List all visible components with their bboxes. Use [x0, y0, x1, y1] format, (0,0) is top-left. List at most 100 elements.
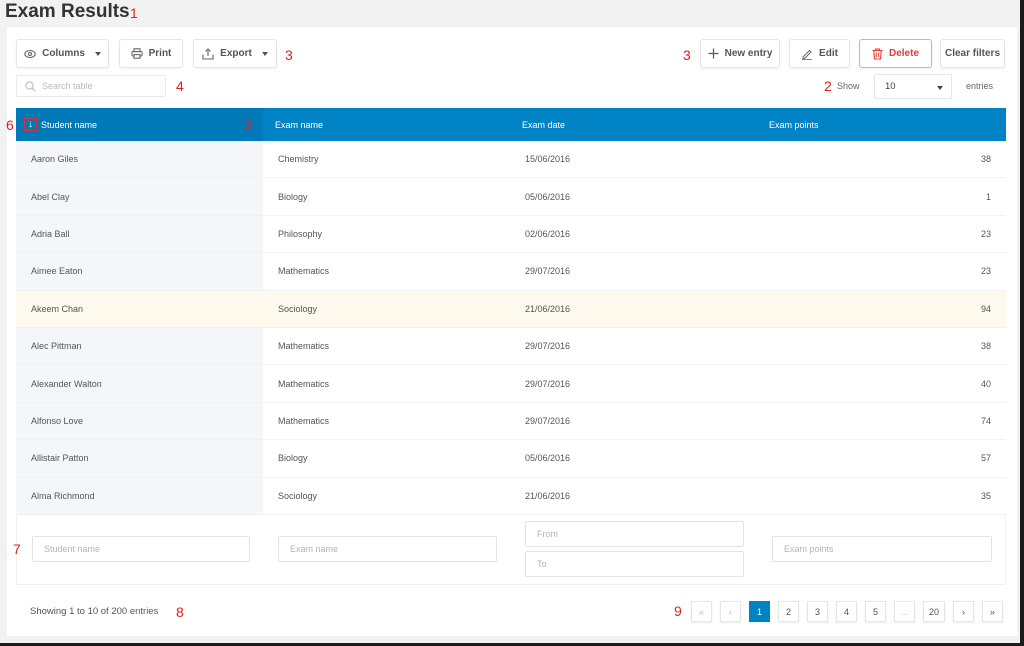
- next-page-button[interactable]: ›: [953, 601, 974, 622]
- cell-student-name: Adria Ball: [16, 215, 263, 253]
- table-row[interactable]: Alma Richmond Sociology 21/06/2016 35: [16, 477, 1006, 515]
- print-button[interactable]: Print: [119, 39, 183, 68]
- column-header-student-name[interactable]: ↓ Student name 5: [16, 108, 263, 141]
- cell-student-name: Aimee Eaton: [16, 253, 263, 290]
- cell-exam-name: Biology: [278, 191, 308, 202]
- page-title: Exam Results: [5, 1, 130, 22]
- cell-exam-name: Mathematics: [278, 266, 330, 277]
- cell-student-name: Alfonso Love: [16, 402, 263, 440]
- cell-student-name: Alexander Walton: [16, 365, 263, 402]
- clear-filters-button[interactable]: Clear filters: [940, 39, 1005, 68]
- search-box[interactable]: [16, 75, 166, 97]
- first-page-button[interactable]: «: [691, 601, 712, 622]
- search-input[interactable]: [42, 81, 152, 91]
- table-row[interactable]: Aimee Eaton Mathematics 29/07/2016 23: [16, 253, 1006, 291]
- annotation-label: 7: [13, 540, 21, 557]
- cell-exam-name: Sociology: [278, 490, 318, 501]
- export-icon: [202, 47, 214, 60]
- table-row[interactable]: Adria Ball Philosophy 02/06/2016 23: [16, 215, 1006, 254]
- table-row[interactable]: Alfonso Love Mathematics 29/07/2016 74: [16, 402, 1006, 441]
- page-size-select[interactable]: 10: [874, 74, 952, 99]
- pagination: « ‹ 1 2 3 4 5 ... 20 › »: [691, 601, 1003, 622]
- annotation-label: 3: [285, 47, 293, 63]
- column-header-exam-points[interactable]: Exam points: [757, 108, 1006, 141]
- exam-date-to-input[interactable]: [525, 550, 744, 577]
- cell-exam-name: Sociology: [263, 290, 510, 327]
- annotation-label: 5: [244, 116, 252, 132]
- chevron-down-icon: [261, 51, 268, 56]
- column-header-exam-name[interactable]: Exam name: [263, 108, 510, 141]
- last-page-button[interactable]: »: [982, 601, 1003, 622]
- column-header-label: Student name: [41, 119, 98, 130]
- cell-exam-name: Chemistry: [278, 154, 319, 165]
- annotation-label: 2: [824, 78, 832, 94]
- delete-button-label: Delete: [888, 48, 919, 59]
- cell-exam-points: 35: [980, 490, 991, 501]
- annotation-label: 9: [674, 603, 682, 619]
- page-button-4[interactable]: 4: [836, 601, 857, 622]
- page-button-5[interactable]: 5: [865, 601, 886, 622]
- cell-exam-date: 29/07/2016: [525, 341, 571, 352]
- cell-student-name: Akeem Chan: [16, 290, 263, 327]
- cell-exam-date: 29/07/2016: [525, 378, 571, 389]
- cell-student-name: Aaron Giles: [16, 141, 263, 178]
- student-name-filter-input[interactable]: [32, 535, 250, 562]
- cell-exam-points: 38: [980, 341, 991, 352]
- cell-exam-points: 38: [980, 154, 991, 165]
- page-button-3[interactable]: 3: [807, 601, 828, 622]
- edit-button[interactable]: Edit: [789, 39, 850, 68]
- show-label: Show: [837, 81, 860, 91]
- print-button-label: Print: [148, 48, 172, 59]
- cell-exam-points: 40: [980, 378, 991, 389]
- cell-exam-points: 23: [980, 228, 991, 239]
- table-row[interactable]: Alec Pittman Mathematics 29/07/2016 38: [16, 327, 1006, 366]
- chevron-left-icon: ‹: [729, 606, 732, 617]
- sort-ascending-icon[interactable]: ↓: [24, 118, 37, 131]
- table-row-hovered[interactable]: Akeem Chan Sociology 21/06/2016 94: [16, 290, 1006, 328]
- previous-page-button[interactable]: ‹: [720, 601, 741, 622]
- exam-points-filter-input[interactable]: [772, 535, 992, 562]
- exam-name-filter-input[interactable]: [278, 535, 497, 562]
- export-button-label: Export: [220, 48, 252, 59]
- window-frame-right: [1020, 0, 1024, 646]
- export-button[interactable]: Export: [193, 39, 277, 68]
- page-button-2[interactable]: 2: [778, 601, 799, 622]
- new-entry-button[interactable]: New entry: [700, 39, 780, 68]
- cell-student-name: Allistair Patton: [16, 440, 263, 477]
- cell-exam-points: 23: [980, 266, 991, 277]
- cell-exam-points: 74: [980, 415, 991, 426]
- table-row[interactable]: Alexander Walton Mathematics 29/07/2016 …: [16, 365, 1006, 403]
- annotation-label: 6: [6, 117, 14, 133]
- cell-exam-name: Mathematics: [278, 341, 330, 352]
- entries-label: entries: [966, 81, 994, 91]
- page-size-control: 2 Show 10 entries: [817, 73, 1017, 101]
- cell-student-name: Alec Pittman: [16, 327, 263, 365]
- cell-student-name: Alma Richmond: [16, 477, 263, 514]
- cell-exam-name: Philosophy: [278, 228, 323, 239]
- column-header-exam-date[interactable]: Exam date: [510, 108, 757, 141]
- table-row[interactable]: Abel Clay Biology 05/06/2016 1: [16, 178, 1006, 216]
- columns-button[interactable]: Columns: [16, 39, 109, 68]
- pencil-icon: [801, 48, 813, 60]
- cell-exam-points: 1: [985, 191, 991, 202]
- plus-icon: [708, 48, 719, 59]
- annotation-label: 8: [176, 604, 184, 620]
- exam-date-from-input[interactable]: [525, 520, 744, 547]
- delete-button[interactable]: Delete: [859, 39, 932, 68]
- page-button-1[interactable]: 1: [749, 601, 770, 622]
- cell-exam-points: 94: [757, 290, 1006, 327]
- table-row[interactable]: Allistair Patton Biology 05/06/2016 57: [16, 440, 1006, 478]
- cell-exam-name: Mathematics: [278, 378, 330, 389]
- columns-button-label: Columns: [42, 48, 85, 59]
- double-chevron-left-icon: «: [698, 606, 704, 617]
- eye-icon: [24, 49, 36, 59]
- table-row[interactable]: Aaron Giles Chemistry 15/06/2016 38: [16, 141, 1006, 179]
- annotation-label: 1: [130, 5, 138, 21]
- cell-exam-date: 21/06/2016: [510, 290, 757, 327]
- cell-exam-date: 29/07/2016: [525, 266, 571, 277]
- cell-exam-points: 57: [980, 453, 991, 464]
- page-button-20[interactable]: 20: [923, 601, 945, 622]
- page-size-value: 10: [885, 81, 896, 92]
- cell-exam-name: Biology: [278, 453, 308, 464]
- data-table-card: Columns Print Export 3 3 New entry Edit …: [7, 27, 1017, 636]
